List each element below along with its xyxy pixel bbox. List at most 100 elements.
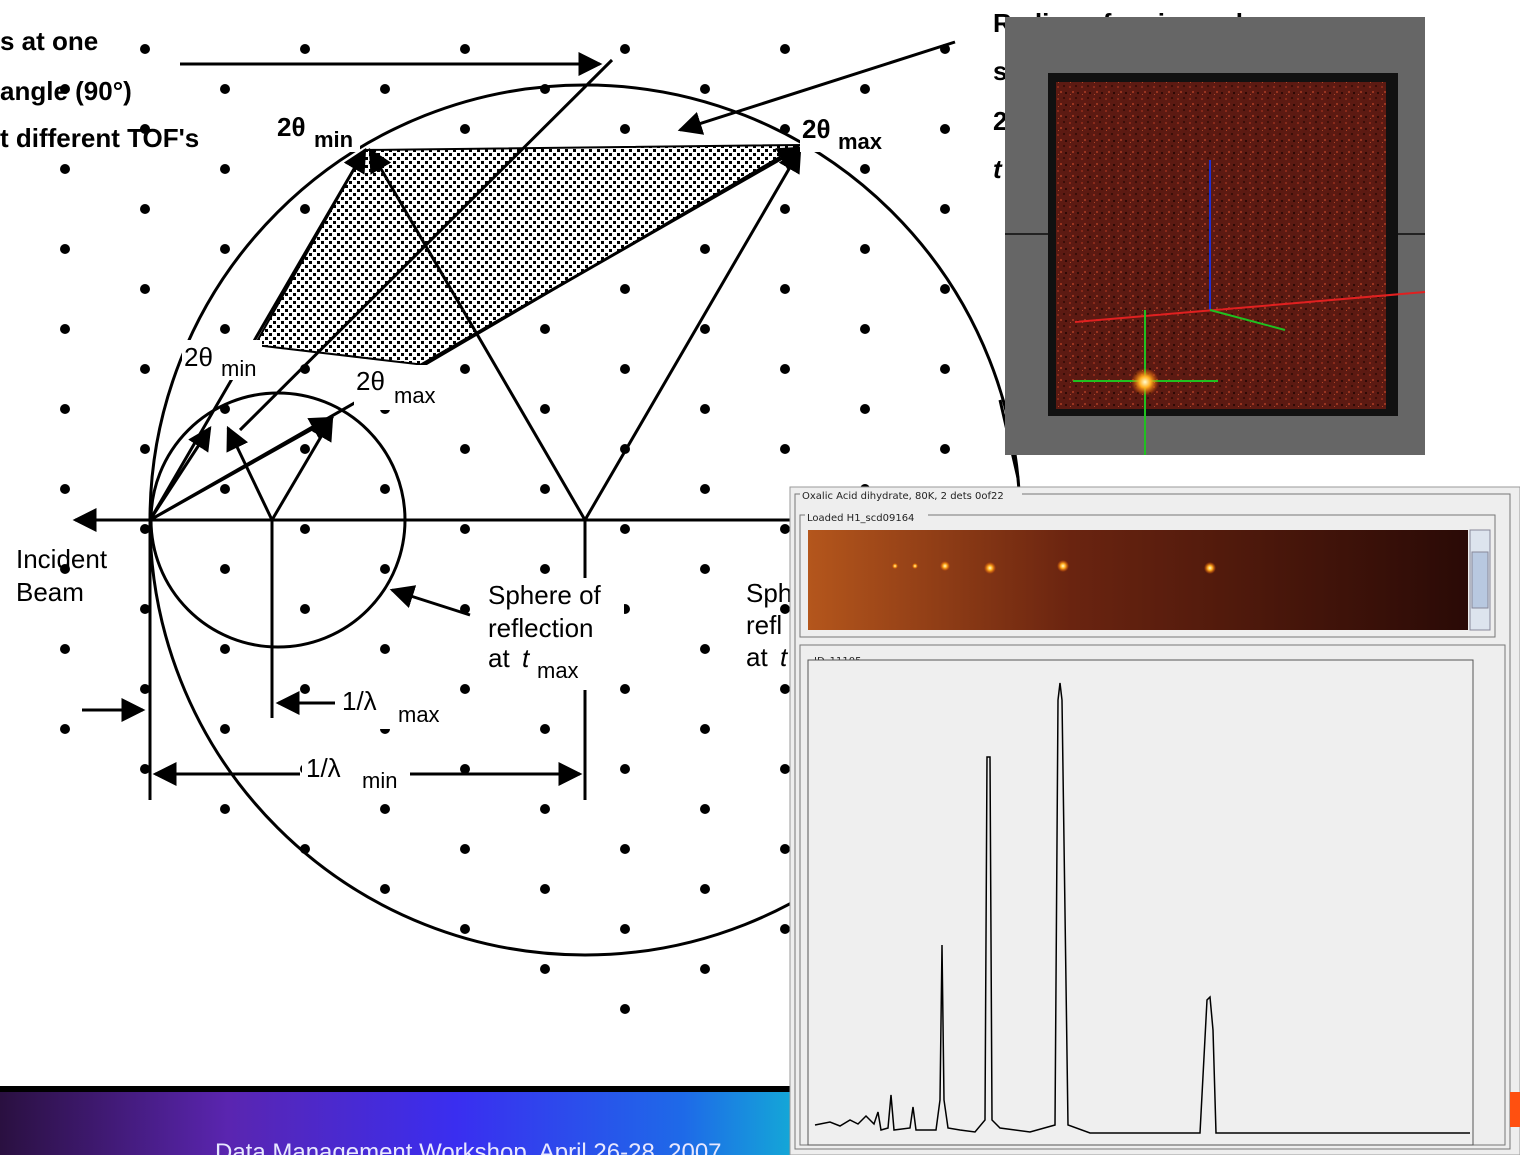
- lattice-point: [220, 244, 230, 254]
- lattice-point: [220, 804, 230, 814]
- label-sub: max: [537, 658, 579, 683]
- lattice-point: [540, 884, 550, 894]
- scroll-thumb[interactable]: [1472, 552, 1488, 608]
- lattice-point: [140, 444, 150, 454]
- lattice-point: [220, 644, 230, 654]
- app-window: Oxalic Acid dihydrate, 80K, 2 dets 0of22…: [790, 487, 1520, 1155]
- lattice-point: [380, 84, 390, 94]
- lattice-point: [380, 644, 390, 654]
- lattice-point: [540, 724, 550, 734]
- lattice-point: [460, 364, 470, 374]
- label: at: [746, 642, 768, 672]
- lattice-point: [700, 644, 710, 654]
- lattice-point: [700, 804, 710, 814]
- lattice-point: [300, 604, 310, 614]
- lattice-point: [940, 284, 950, 294]
- lattice-point: [220, 84, 230, 94]
- strip-image: [808, 530, 1468, 630]
- label: 2θ: [802, 114, 831, 144]
- lattice-point: [220, 484, 230, 494]
- label: reflection: [488, 613, 594, 643]
- lattice-point: [780, 764, 790, 774]
- lattice-point: [860, 324, 870, 334]
- lattice-point: [860, 244, 870, 254]
- lattice-point: [860, 164, 870, 174]
- label: Sph: [746, 578, 792, 608]
- lattice-point: [380, 884, 390, 894]
- lattice-point: [700, 244, 710, 254]
- lattice-point: [940, 444, 950, 454]
- lattice-point: [780, 684, 790, 694]
- lattice-point: [780, 924, 790, 934]
- lattice-point: [700, 724, 710, 734]
- lattice-point: [460, 44, 470, 54]
- detector-image: [1005, 17, 1425, 455]
- label-sub: max: [398, 702, 440, 727]
- lattice-point: [860, 404, 870, 414]
- label: Incident: [16, 544, 108, 574]
- lattice-point: [620, 364, 630, 374]
- label: at: [488, 643, 510, 673]
- lattice-point: [60, 404, 70, 414]
- lattice-point: [620, 44, 630, 54]
- lattice-point: [460, 124, 470, 134]
- label: 1/λ: [306, 753, 341, 783]
- lattice-point: [700, 884, 710, 894]
- lattice-point: [140, 284, 150, 294]
- lattice-point: [780, 844, 790, 854]
- lattice-point: [700, 84, 710, 94]
- lattice-point: [700, 484, 710, 494]
- lattice-point: [780, 524, 790, 534]
- lattice-point: [140, 204, 150, 214]
- lattice-point: [620, 1004, 630, 1014]
- lattice-point: [380, 804, 390, 814]
- lattice-point: [60, 164, 70, 174]
- lattice-point: [780, 44, 790, 54]
- note-line: t: [993, 154, 1003, 184]
- lattice-point: [220, 564, 230, 574]
- label-sub: min: [314, 127, 353, 152]
- lattice-point: [460, 844, 470, 854]
- note-line: s at one: [0, 26, 98, 56]
- lattice-point: [540, 564, 550, 574]
- label: 2θ: [277, 112, 306, 142]
- lattice-point: [620, 684, 630, 694]
- lattice-point: [220, 324, 230, 334]
- lattice-point: [700, 564, 710, 574]
- panel-title: Loaded H1_scd09164: [807, 513, 914, 524]
- lattice-point: [940, 204, 950, 214]
- lattice-point: [540, 964, 550, 974]
- lattice-point: [540, 484, 550, 494]
- slide: Data Management Workshop, April 26-28, 2…: [0, 0, 1520, 1155]
- label: t: [780, 642, 789, 672]
- lattice-point: [460, 924, 470, 934]
- lattice-point: [700, 964, 710, 974]
- lattice-point: [460, 524, 470, 534]
- lattice-point: [300, 684, 310, 694]
- label: refl: [746, 610, 782, 640]
- label-sub: min: [362, 768, 397, 793]
- lattice-point: [460, 444, 470, 454]
- note-line: t different TOF's: [0, 123, 199, 153]
- label-sub: max: [394, 383, 436, 408]
- lattice-point: [780, 364, 790, 374]
- lattice-point: [700, 324, 710, 334]
- lattice-point: [380, 564, 390, 574]
- window-title: Oxalic Acid dihydrate, 80K, 2 dets 0of22: [802, 491, 1004, 502]
- plot-area: [808, 660, 1473, 1145]
- lattice-point: [620, 524, 630, 534]
- lattice-point: [780, 284, 790, 294]
- lattice-point: [300, 444, 310, 454]
- lattice-point: [60, 244, 70, 254]
- lattice-point: [540, 404, 550, 414]
- lattice-point: [780, 444, 790, 454]
- lattice-point: [60, 484, 70, 494]
- note-line: angle (90°): [0, 76, 132, 106]
- lattice-point: [620, 764, 630, 774]
- label: Beam: [16, 577, 84, 607]
- lattice-point: [380, 484, 390, 494]
- lattice-point: [940, 124, 950, 134]
- lattice-point: [780, 204, 790, 214]
- lattice-point: [220, 164, 230, 174]
- lattice-point: [300, 44, 310, 54]
